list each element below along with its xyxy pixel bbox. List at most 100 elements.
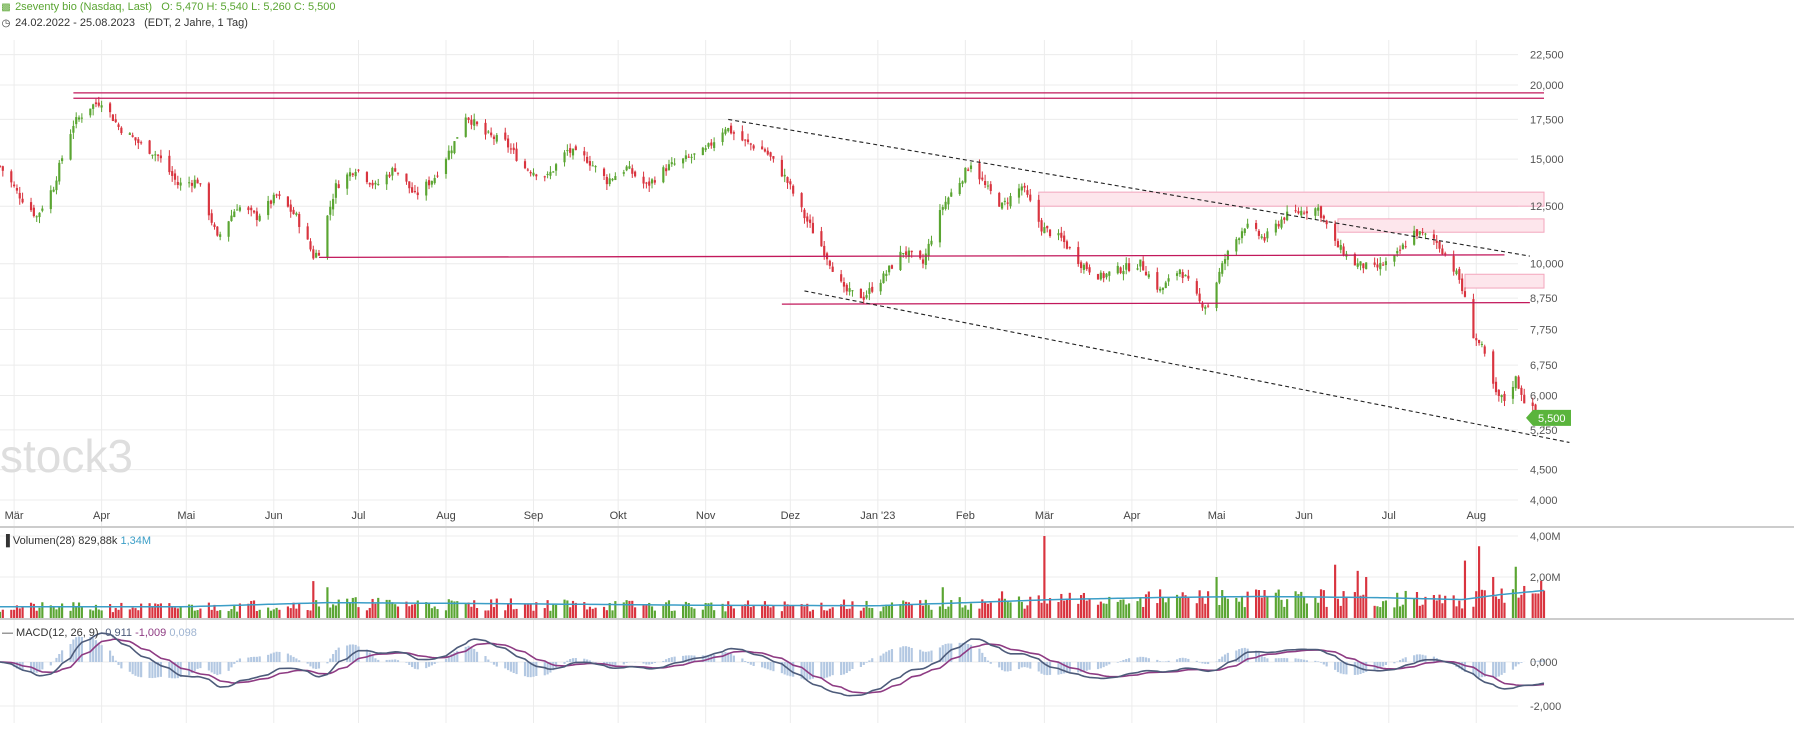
candle-body [1026,190,1029,195]
candle-body [650,179,654,184]
candle-body [495,135,498,142]
candle-body [216,226,219,236]
month-tick-label: Apr [1123,510,1140,522]
volume-bar [1480,589,1483,618]
candle-body [1006,202,1009,204]
volume-bar [506,604,510,618]
macd-histogram-bar [535,662,538,676]
volume-bar [1116,601,1119,618]
volume-bar [213,604,216,618]
volume-bar [921,605,925,618]
macd-histogram-bar [1356,662,1359,675]
macd-histogram-bar [670,657,673,662]
macd-histogram-bar [188,662,191,676]
volume-bar [236,611,239,618]
candle-body [1255,222,1258,229]
candle-body [1181,272,1184,278]
macd-histogram-bar [662,660,665,662]
macd-histogram-bar [653,662,656,663]
macd-histogram-bar [529,662,532,678]
macd-histogram-bar [944,643,947,662]
volume-bar [173,607,177,618]
volume-bar [1376,606,1379,618]
candle-body [227,221,230,237]
volume-bar [233,605,236,618]
candle-body [255,211,258,221]
volume-bar [741,605,744,618]
volume-bar [41,602,44,618]
macd-histogram-bar [1404,657,1407,662]
candle-body [554,164,558,171]
macd-histogram-bar [998,662,1001,668]
candle-body [1257,230,1260,236]
volume-bar [526,604,529,618]
volume-bar [902,600,905,618]
volume-bar [1260,597,1263,618]
volume-bar [72,602,75,618]
candle-body [207,183,210,216]
volume-bar [374,603,377,618]
volume-tick-label: 2,00M [1530,572,1561,584]
candle-body [1003,200,1006,202]
volume-bar [1345,596,1348,618]
candlestick-icon: ▩ [1,2,11,13]
volume-bar [563,599,566,618]
macd-histogram-bar [1119,661,1122,662]
candle-body [707,143,710,147]
macd-histogram-bar [473,648,476,662]
volume-bar [1413,598,1416,618]
macd-histogram-bar [267,654,270,662]
candle-body [238,207,242,211]
macd-histogram-bar [752,662,755,666]
macd-histogram-bar [1023,662,1026,668]
volume-bar [848,608,851,618]
macd-histogram-bar [684,655,687,662]
macd-histogram-bar [888,650,891,662]
volume-bar [1483,590,1486,618]
volume-bar [1006,600,1009,618]
macd-histogram-bar [1500,662,1503,675]
candle-body [958,183,961,195]
macd-histogram-bar [1223,654,1227,662]
candle-body [154,154,157,156]
volume-bar [724,611,727,618]
candle-body [1435,240,1438,243]
volume-bar [625,600,628,618]
volume-bar [783,601,786,618]
candle-body [921,259,925,264]
macd-histogram-bar [1415,654,1419,662]
candle-body [120,127,123,134]
candle-body [1418,231,1421,235]
macd-histogram-bar [391,659,394,662]
macd-histogram-bar [1421,654,1424,662]
macd-histogram-bar [190,662,194,674]
macd-histogram-bar [278,651,281,662]
candle-body [176,181,179,185]
macd-histogram-bar [227,662,230,671]
macd-histogram-bar [868,660,871,662]
volume-bar [377,597,380,618]
candle-body [1082,264,1085,270]
candle-body [1432,234,1435,239]
volume-bar [746,600,750,618]
volume-bar [512,609,515,618]
volume-bar [278,609,281,618]
volume-bar [1009,602,1012,618]
panel-labels: ▐ Volumen(28) 829,88k 1,34M — MACD(12, 26… [2,533,197,639]
macd-histogram-bar [444,658,448,662]
macd-panel [0,632,1546,697]
volume-bar [707,603,710,618]
macd-histogram-bar [665,659,668,662]
candles [0,96,1546,430]
candle-body [447,150,450,160]
macd-histogram-bar [1424,655,1427,662]
macd-histogram-bar [1365,662,1368,672]
candle-body [487,131,490,133]
candle-body [1531,402,1534,406]
volume-tick-label: 4,00M [1530,531,1561,543]
candle-body [365,172,369,183]
macd-histogram-bar [416,662,419,670]
candle-body [882,273,885,284]
candle-body [1164,282,1167,289]
